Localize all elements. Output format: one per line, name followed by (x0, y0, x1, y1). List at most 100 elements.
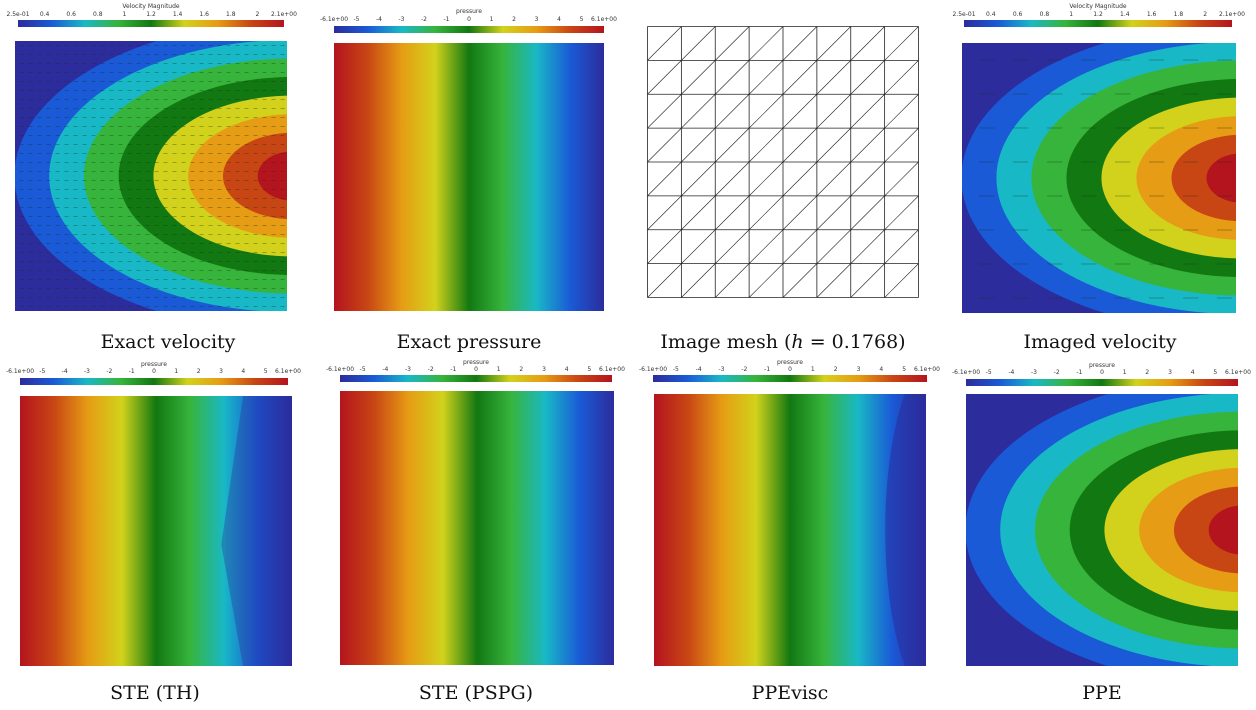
colorbar-tick-label: 2 (255, 11, 260, 18)
colorbar-tick-label: -3 (84, 368, 90, 375)
colorbar-tick-label: -2 (741, 366, 748, 373)
colorbar (340, 375, 612, 382)
colorbar-tick-label: 0.6 (1012, 11, 1023, 18)
pressure-field-plot (654, 394, 926, 666)
caption-math: h (791, 331, 804, 353)
colorbar-tick-label: 1.4 (1120, 11, 1130, 18)
mesh-diagonal (884, 127, 919, 163)
mesh-diagonal (681, 263, 716, 298)
colorbar-tick-label: 0.6 (66, 11, 76, 18)
colorbar-tick-label: -4 (376, 16, 382, 23)
field-svg (962, 43, 1236, 313)
colorbar-tick-label: -5 (985, 369, 992, 376)
caption-ppe: PPE (1082, 682, 1122, 704)
mesh-diagonal (850, 127, 885, 163)
pressure-field-plot (20, 396, 292, 666)
colorbar-tick-label: 0.8 (93, 11, 103, 18)
colorbar-tick-label: 6.1e+00 (1225, 369, 1251, 376)
velocity-field-plot (15, 41, 287, 311)
colorbar-tick-label: 1.4 (172, 11, 183, 18)
caption-suffix: = 0.1768) (803, 331, 906, 353)
colorbar-tick-label: 1 (1069, 11, 1074, 18)
mesh-diagonal (715, 127, 750, 163)
mesh-diagonal (816, 229, 851, 264)
caption-ste-th: STE (TH) (110, 682, 200, 704)
colorbar-tick-label: 5 (902, 366, 907, 373)
colorbar-tick-label: 3 (534, 16, 539, 23)
mesh-diagonal (681, 195, 716, 230)
mesh-diagonal (850, 263, 885, 298)
colorbar-tick-label: 6.1e+00 (275, 368, 301, 375)
colorbar-tick-label: 3 (219, 368, 223, 375)
colorbar-tick-label: 4 (557, 16, 561, 23)
field-contour (1208, 505, 1238, 555)
mesh-diagonal (850, 195, 885, 230)
colorbar-tick-label: 1.6 (199, 11, 209, 18)
colorbar-title: pressure (463, 359, 489, 366)
colorbar-tick-label: -6.1e+00 (638, 366, 668, 373)
colorbar-tick-label: -2 (421, 16, 427, 23)
caption-imaged-velocity: Imaged velocity (1023, 331, 1177, 353)
colorbar-title: Velocity Magnitude (122, 3, 180, 10)
colorbar-tick-label: 3 (542, 366, 546, 373)
field-svg (20, 396, 292, 666)
field-contour (1171, 134, 1236, 222)
colorbar-tick-label: 1.6 (1146, 11, 1157, 18)
mesh-diagonal (647, 263, 682, 298)
colorbar-tick-label: -4 (382, 366, 389, 373)
mesh-diagonal (715, 60, 750, 95)
mesh-diagonal (647, 60, 682, 95)
colorbar-tick-label: 1 (489, 16, 494, 23)
colorbar-tick-label: 1 (810, 366, 815, 373)
caption-prefix: Image mesh ( (660, 331, 792, 353)
field-fill (654, 394, 926, 666)
velocity-field-plot (962, 43, 1236, 313)
colorbar-tick-label: 1 (496, 366, 501, 373)
mesh-diagonal (681, 94, 716, 129)
mesh-diagonal (715, 94, 750, 129)
field-fill (340, 391, 614, 665)
colorbar-ticks: -6.1e+00 -5 -4 -3 -2 -1 0 1 2 3 4 5 6.1e+00 (320, 16, 617, 24)
colorbar-title: pressure (777, 359, 803, 366)
mesh-diagonal (884, 229, 919, 264)
colorbar-tick-label: 3 (856, 366, 861, 373)
colorbar-tick-label: 4 (879, 366, 884, 373)
colorbar-tick-label: -4 (61, 368, 68, 375)
mesh-diagonal (850, 26, 885, 61)
colorbar-tick-label: 2 (833, 366, 838, 373)
colorbar-tick-label: 1.8 (226, 11, 236, 18)
colorbar-tick-label: -2 (106, 368, 113, 375)
colorbar-tick-label: -4 (695, 366, 702, 373)
colorbar-tick-label: -1 (1076, 369, 1083, 376)
colorbar-tick-label: 1.2 (1093, 11, 1103, 18)
colorbar-tick-label: 1.8 (1173, 11, 1184, 18)
mesh-diagonal (884, 60, 919, 95)
colorbar-tick-label: 0.4 (39, 11, 50, 18)
mesh-diagonal (816, 195, 851, 230)
mesh-diagonal (782, 127, 818, 163)
mesh-diagonal (681, 161, 716, 197)
mesh-diagonal (816, 94, 851, 129)
mesh-diagonal (715, 195, 750, 230)
mesh-diagonal (647, 26, 682, 61)
colorbar (18, 20, 284, 27)
colorbar-ticks: -6.1e+00 -5 -4 -3 -2 -1 0 1 2 3 4 5 6.1e+00 (952, 369, 1251, 377)
colorbar-tick-label: -4 (1008, 369, 1015, 376)
colorbar-tick-label: 2 (1203, 11, 1208, 18)
colorbar-tick-label: 4 (241, 368, 246, 375)
field-contour (257, 151, 287, 201)
mesh-diagonal (748, 94, 784, 129)
colorbar-tick-label: -3 (405, 366, 411, 373)
mesh-diagonal (782, 263, 818, 298)
colorbar-tick-label: 2.1e+00 (271, 11, 297, 18)
pressure-field-plot (340, 391, 614, 665)
caption-image-mesh: Image mesh (h = 0.1768) (633, 331, 933, 353)
mesh-diagonal (850, 94, 885, 129)
colorbar-ticks: -6.1e+00 -5 -4 -3 -2 -1 0 1 2 3 4 5 6.1e+00 (6, 368, 301, 376)
colorbar-tick-label: -2 (1053, 369, 1060, 376)
colorbar-tick-label: -5 (672, 366, 679, 373)
mesh-diagonal (816, 26, 851, 61)
mesh-diagonal (748, 161, 784, 197)
colorbar-tick-label: 2.5e-01 (952, 11, 976, 18)
colorbar-tick-label: -3 (718, 366, 725, 373)
